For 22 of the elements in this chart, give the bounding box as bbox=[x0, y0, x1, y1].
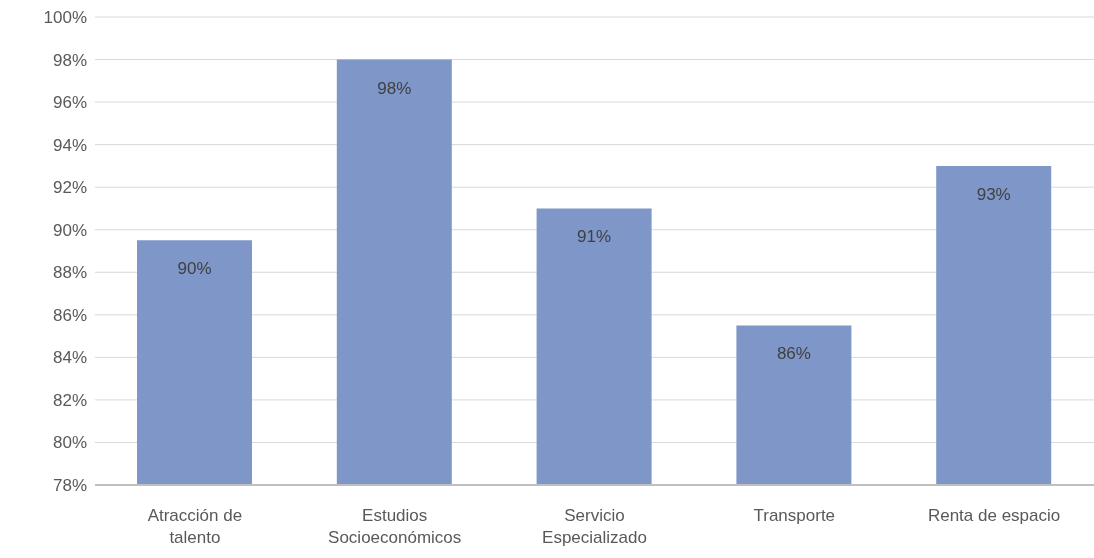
data-label: 91% bbox=[577, 227, 612, 247]
y-tick-label: 100% bbox=[43, 8, 87, 28]
x-tick-label: Renta de espacio bbox=[927, 506, 1061, 525]
y-tick-label: 96% bbox=[52, 93, 87, 113]
data-label: 90% bbox=[177, 259, 212, 279]
y-tick-label: 88% bbox=[52, 263, 87, 283]
y-tick-label: 78% bbox=[52, 476, 87, 496]
y-tick-label: 84% bbox=[52, 348, 87, 368]
y-tick-label: 90% bbox=[52, 220, 87, 240]
x-tick-label: Estudios Socioeconómicos bbox=[328, 506, 462, 547]
y-tick-label: 86% bbox=[52, 305, 87, 325]
y-tick-label: 98% bbox=[52, 50, 87, 70]
data-label: 93% bbox=[976, 184, 1011, 204]
x-tick-label: Transporte bbox=[753, 506, 836, 525]
x-tick-label: Servicio Especializado bbox=[542, 506, 647, 547]
y-tick-label: 92% bbox=[52, 178, 87, 198]
data-label: 98% bbox=[377, 78, 412, 98]
y-tick-label: 94% bbox=[52, 135, 87, 155]
x-tick-label: Atracción de talento bbox=[147, 506, 243, 547]
data-label: 86% bbox=[776, 344, 811, 364]
y-tick-label: 80% bbox=[52, 433, 87, 453]
y-tick-label: 82% bbox=[52, 390, 87, 410]
